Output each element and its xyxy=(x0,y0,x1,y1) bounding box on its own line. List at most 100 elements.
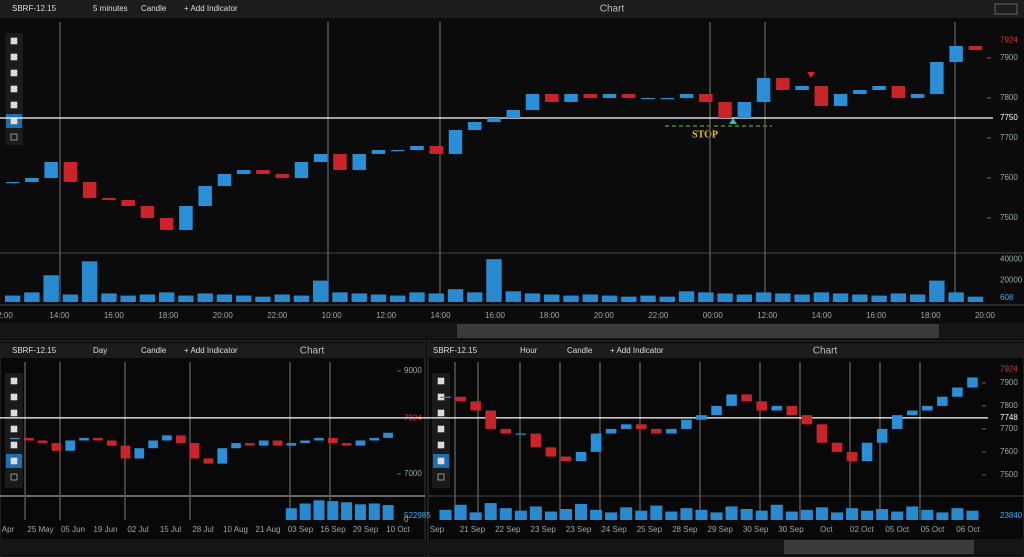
tool-icon[interactable] xyxy=(10,441,18,449)
tool-icon[interactable] xyxy=(10,53,18,61)
volume-bar xyxy=(505,291,521,302)
scroll-thumb[interactable] xyxy=(457,324,939,338)
x-tick-label: 25 Sep xyxy=(637,525,663,534)
tool-icon[interactable] xyxy=(10,425,18,433)
tool-icon[interactable] xyxy=(437,473,445,481)
interval[interactable]: 5 minutes xyxy=(93,4,128,13)
x-tick-label: 18:00 xyxy=(539,311,560,320)
volume-bar xyxy=(680,508,693,520)
candle xyxy=(82,182,97,198)
day-header xyxy=(0,343,425,358)
volume-bar xyxy=(640,295,656,302)
volume-bar xyxy=(351,293,367,302)
candle xyxy=(681,419,692,429)
tool-icon[interactable] xyxy=(437,425,445,433)
candle xyxy=(666,428,677,434)
candle xyxy=(179,206,193,230)
volume-tick-label: 40000 xyxy=(1000,254,1023,263)
candle xyxy=(737,102,752,118)
x-tick-label: 05 Oct xyxy=(921,525,945,534)
candle xyxy=(275,174,289,178)
volume-tick-label: 20000 xyxy=(1000,276,1023,285)
y-tick-label: 7800 xyxy=(1000,93,1018,102)
volume-bar xyxy=(740,509,753,520)
interval[interactable]: Hour xyxy=(520,346,538,355)
candle xyxy=(231,443,241,449)
symbol[interactable]: SBRF-12.15 xyxy=(433,346,478,355)
candle xyxy=(333,154,347,170)
candle xyxy=(23,437,34,441)
candle xyxy=(51,443,62,451)
tool-icon[interactable] xyxy=(10,393,18,401)
y-tick-label: 7900 xyxy=(1000,53,1018,62)
candle xyxy=(861,442,873,462)
volume-bar xyxy=(785,511,798,520)
candle xyxy=(140,206,155,218)
volume-bar xyxy=(775,293,791,302)
volume-bar xyxy=(605,512,618,520)
volume-bar xyxy=(454,504,467,520)
tool-icon[interactable] xyxy=(10,473,18,481)
tool-icon[interactable] xyxy=(10,69,18,77)
x-tick-label: 00:00 xyxy=(703,311,724,320)
tool-icon[interactable] xyxy=(10,133,18,141)
symbol[interactable]: SBRF-12.15 xyxy=(12,346,57,355)
last-price-label: 7924 xyxy=(1000,36,1018,45)
candle xyxy=(968,46,983,50)
style[interactable]: Candle xyxy=(567,346,593,355)
volume-bar xyxy=(832,293,849,302)
candle xyxy=(641,98,655,100)
candle xyxy=(341,443,352,446)
volume-bar xyxy=(575,503,588,520)
volume-bar xyxy=(650,505,663,520)
window-controls[interactable] xyxy=(994,3,1018,15)
scrollbar[interactable] xyxy=(0,539,425,555)
volume-bar xyxy=(698,292,714,302)
tool-icon[interactable] xyxy=(10,117,18,125)
tool-icon[interactable] xyxy=(437,441,445,449)
x-tick-label: Oct xyxy=(820,525,833,534)
volume-bar xyxy=(469,512,482,520)
candle xyxy=(651,428,662,434)
tool-icon[interactable] xyxy=(10,377,18,385)
tool-icon[interactable] xyxy=(10,85,18,93)
candle xyxy=(776,78,790,90)
add-indicator[interactable]: + Add Indicator xyxy=(610,346,664,355)
candle xyxy=(313,154,328,162)
candle xyxy=(63,162,78,182)
tool-icon[interactable] xyxy=(10,101,18,109)
candle xyxy=(786,405,798,416)
x-tick-label: 23 Sep xyxy=(531,525,557,534)
x-tick-label: 20:00 xyxy=(213,311,234,320)
symbol[interactable]: SBRF-12.15 xyxy=(12,4,57,13)
volume-bar xyxy=(794,294,810,302)
tool-icon[interactable] xyxy=(437,409,445,417)
volume-bar xyxy=(590,509,603,520)
tool-icon[interactable] xyxy=(10,409,18,417)
style[interactable]: Candle xyxy=(141,4,167,13)
candle xyxy=(605,428,617,434)
x-tick-label: 06 Oct xyxy=(956,525,980,534)
tool-icon[interactable] xyxy=(10,37,18,45)
add-indicator[interactable]: + Add Indicator xyxy=(184,4,238,13)
scroll-thumb[interactable] xyxy=(784,540,974,554)
buy-marker xyxy=(729,118,737,124)
x-tick-label: 16:00 xyxy=(866,311,887,320)
tool-icon[interactable] xyxy=(437,377,445,385)
candle xyxy=(120,445,131,459)
tool-icon[interactable] xyxy=(437,457,445,465)
interval[interactable]: Day xyxy=(93,346,107,355)
candle xyxy=(620,424,632,429)
style[interactable]: Candle xyxy=(141,346,167,355)
volume-bar xyxy=(815,507,828,520)
volume-bar xyxy=(499,508,512,520)
volume-bar xyxy=(906,506,919,520)
main-header xyxy=(0,0,1024,18)
tool-icon[interactable] xyxy=(10,457,18,465)
candle xyxy=(660,98,675,100)
volume-bar xyxy=(158,292,175,302)
x-tick-label: 19 Jun xyxy=(93,525,117,534)
volume-bar xyxy=(439,509,452,520)
add-indicator[interactable]: + Add Indicator xyxy=(184,346,238,355)
